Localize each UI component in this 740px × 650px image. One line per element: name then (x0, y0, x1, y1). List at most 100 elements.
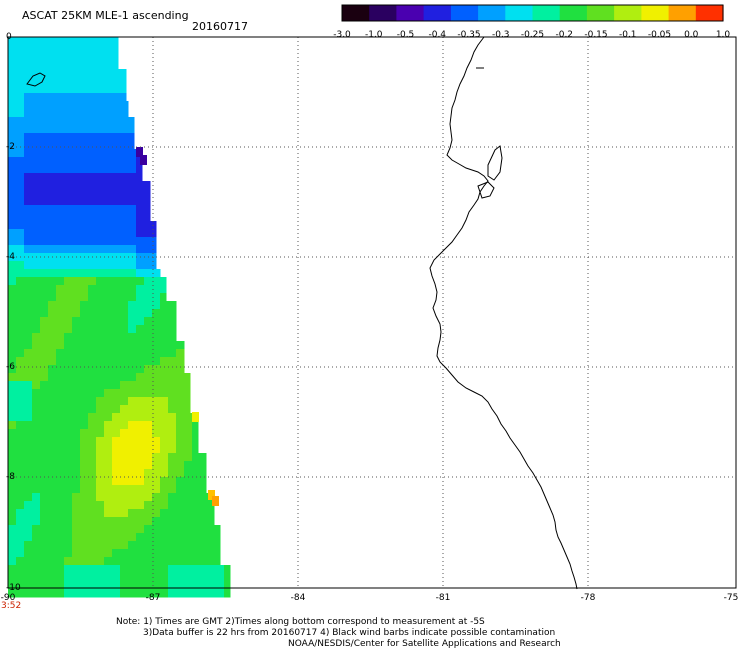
swath-cell (8, 589, 17, 598)
swath-cell (144, 229, 153, 238)
swath-cell (184, 581, 193, 590)
swath-cell (32, 309, 41, 318)
swath-cell (48, 317, 57, 326)
swath-cell (88, 181, 97, 190)
swath-cell (112, 53, 119, 62)
swath-cell (104, 501, 113, 510)
swath-cell (168, 325, 177, 334)
swath-cell (176, 517, 185, 526)
swath-cell (200, 581, 209, 590)
swath-cell (48, 453, 57, 462)
swath-cell (16, 229, 25, 238)
swath-cell (200, 477, 207, 486)
swath-cell (104, 205, 113, 214)
swath-cell (80, 565, 89, 574)
swath-cell (192, 453, 201, 462)
swath-cell (88, 117, 97, 126)
swath-cell (160, 509, 169, 518)
swath-cell (32, 357, 41, 366)
swath-cell (112, 565, 121, 574)
swath-cell (136, 445, 145, 454)
swath-cell (8, 469, 17, 478)
swath-cell (200, 461, 207, 470)
swath-cell (96, 549, 105, 558)
swath-cell (120, 237, 129, 246)
swath-cell (96, 157, 105, 166)
swath-cell (112, 165, 121, 174)
swath-cell (72, 221, 81, 230)
swath-cell (144, 461, 153, 470)
swath-cell (192, 549, 201, 558)
swath-cell (128, 213, 137, 222)
swath-cell (120, 549, 129, 558)
swath-cell (144, 269, 153, 278)
swath-cell (40, 45, 49, 54)
colorbar-swatch (478, 5, 506, 21)
swath-cell (120, 125, 129, 134)
swath-cell (56, 557, 65, 566)
swath-cell (80, 477, 89, 486)
swath-cell (24, 485, 33, 494)
swath-cell (208, 501, 215, 510)
swath-cell (184, 413, 193, 422)
swath-cell (32, 101, 41, 110)
swath-cell (120, 453, 129, 462)
swath-cell (40, 341, 49, 350)
swath-cell (144, 485, 153, 494)
swath-cell (8, 581, 17, 590)
swath-cell (192, 477, 201, 486)
swath-cell (152, 365, 161, 374)
swath-cell (96, 101, 105, 110)
swath-cell (32, 117, 41, 126)
swath-cell (160, 469, 169, 478)
swath-cell (112, 413, 121, 422)
swath-cell (184, 461, 193, 470)
swath-cell (176, 541, 185, 550)
colorbar-swatch (342, 5, 370, 21)
swath-cell (56, 493, 65, 502)
swath-cell (40, 101, 49, 110)
swath-cell (184, 469, 193, 478)
swath-cell (8, 77, 17, 86)
swath-cell (128, 421, 137, 430)
swath-cell (64, 101, 73, 110)
swath-cell (96, 317, 105, 326)
y-tick-label: -6 (6, 362, 15, 372)
swath-cell (40, 213, 49, 222)
swath-cell (96, 205, 105, 214)
swath-cell (96, 333, 105, 342)
swath-cell (104, 301, 113, 310)
swath-cell (80, 437, 89, 446)
swath-cell (208, 589, 217, 598)
swath-cell (128, 285, 137, 294)
swath-cell (120, 285, 129, 294)
swath-cell (72, 389, 81, 398)
swath-cell (80, 365, 89, 374)
swath-cell (56, 157, 65, 166)
swath-cell (128, 261, 137, 270)
swath-cell (24, 349, 33, 358)
swath-cell (40, 285, 49, 294)
swath-cell (144, 477, 153, 486)
swath-cell (104, 549, 113, 558)
swath-cell (16, 581, 25, 590)
swath-cell (128, 477, 137, 486)
swath-cell (128, 245, 137, 254)
swath-cell (48, 517, 57, 526)
swath-cell (56, 173, 65, 182)
swath-cell (152, 573, 161, 582)
plot-frame (7, 36, 737, 589)
swath-cell (24, 269, 33, 278)
swath-cell (152, 333, 161, 342)
swath-cell (48, 341, 57, 350)
swath-cell (88, 533, 97, 542)
swath-cell (192, 517, 201, 526)
swath-cell (48, 213, 57, 222)
swath-cell (160, 357, 169, 366)
swath-cell (104, 101, 113, 110)
swath-cell (16, 429, 25, 438)
swath-cell (104, 125, 113, 134)
swath-cell (144, 221, 153, 230)
swath-cell (88, 229, 97, 238)
swath-cell (24, 277, 33, 286)
